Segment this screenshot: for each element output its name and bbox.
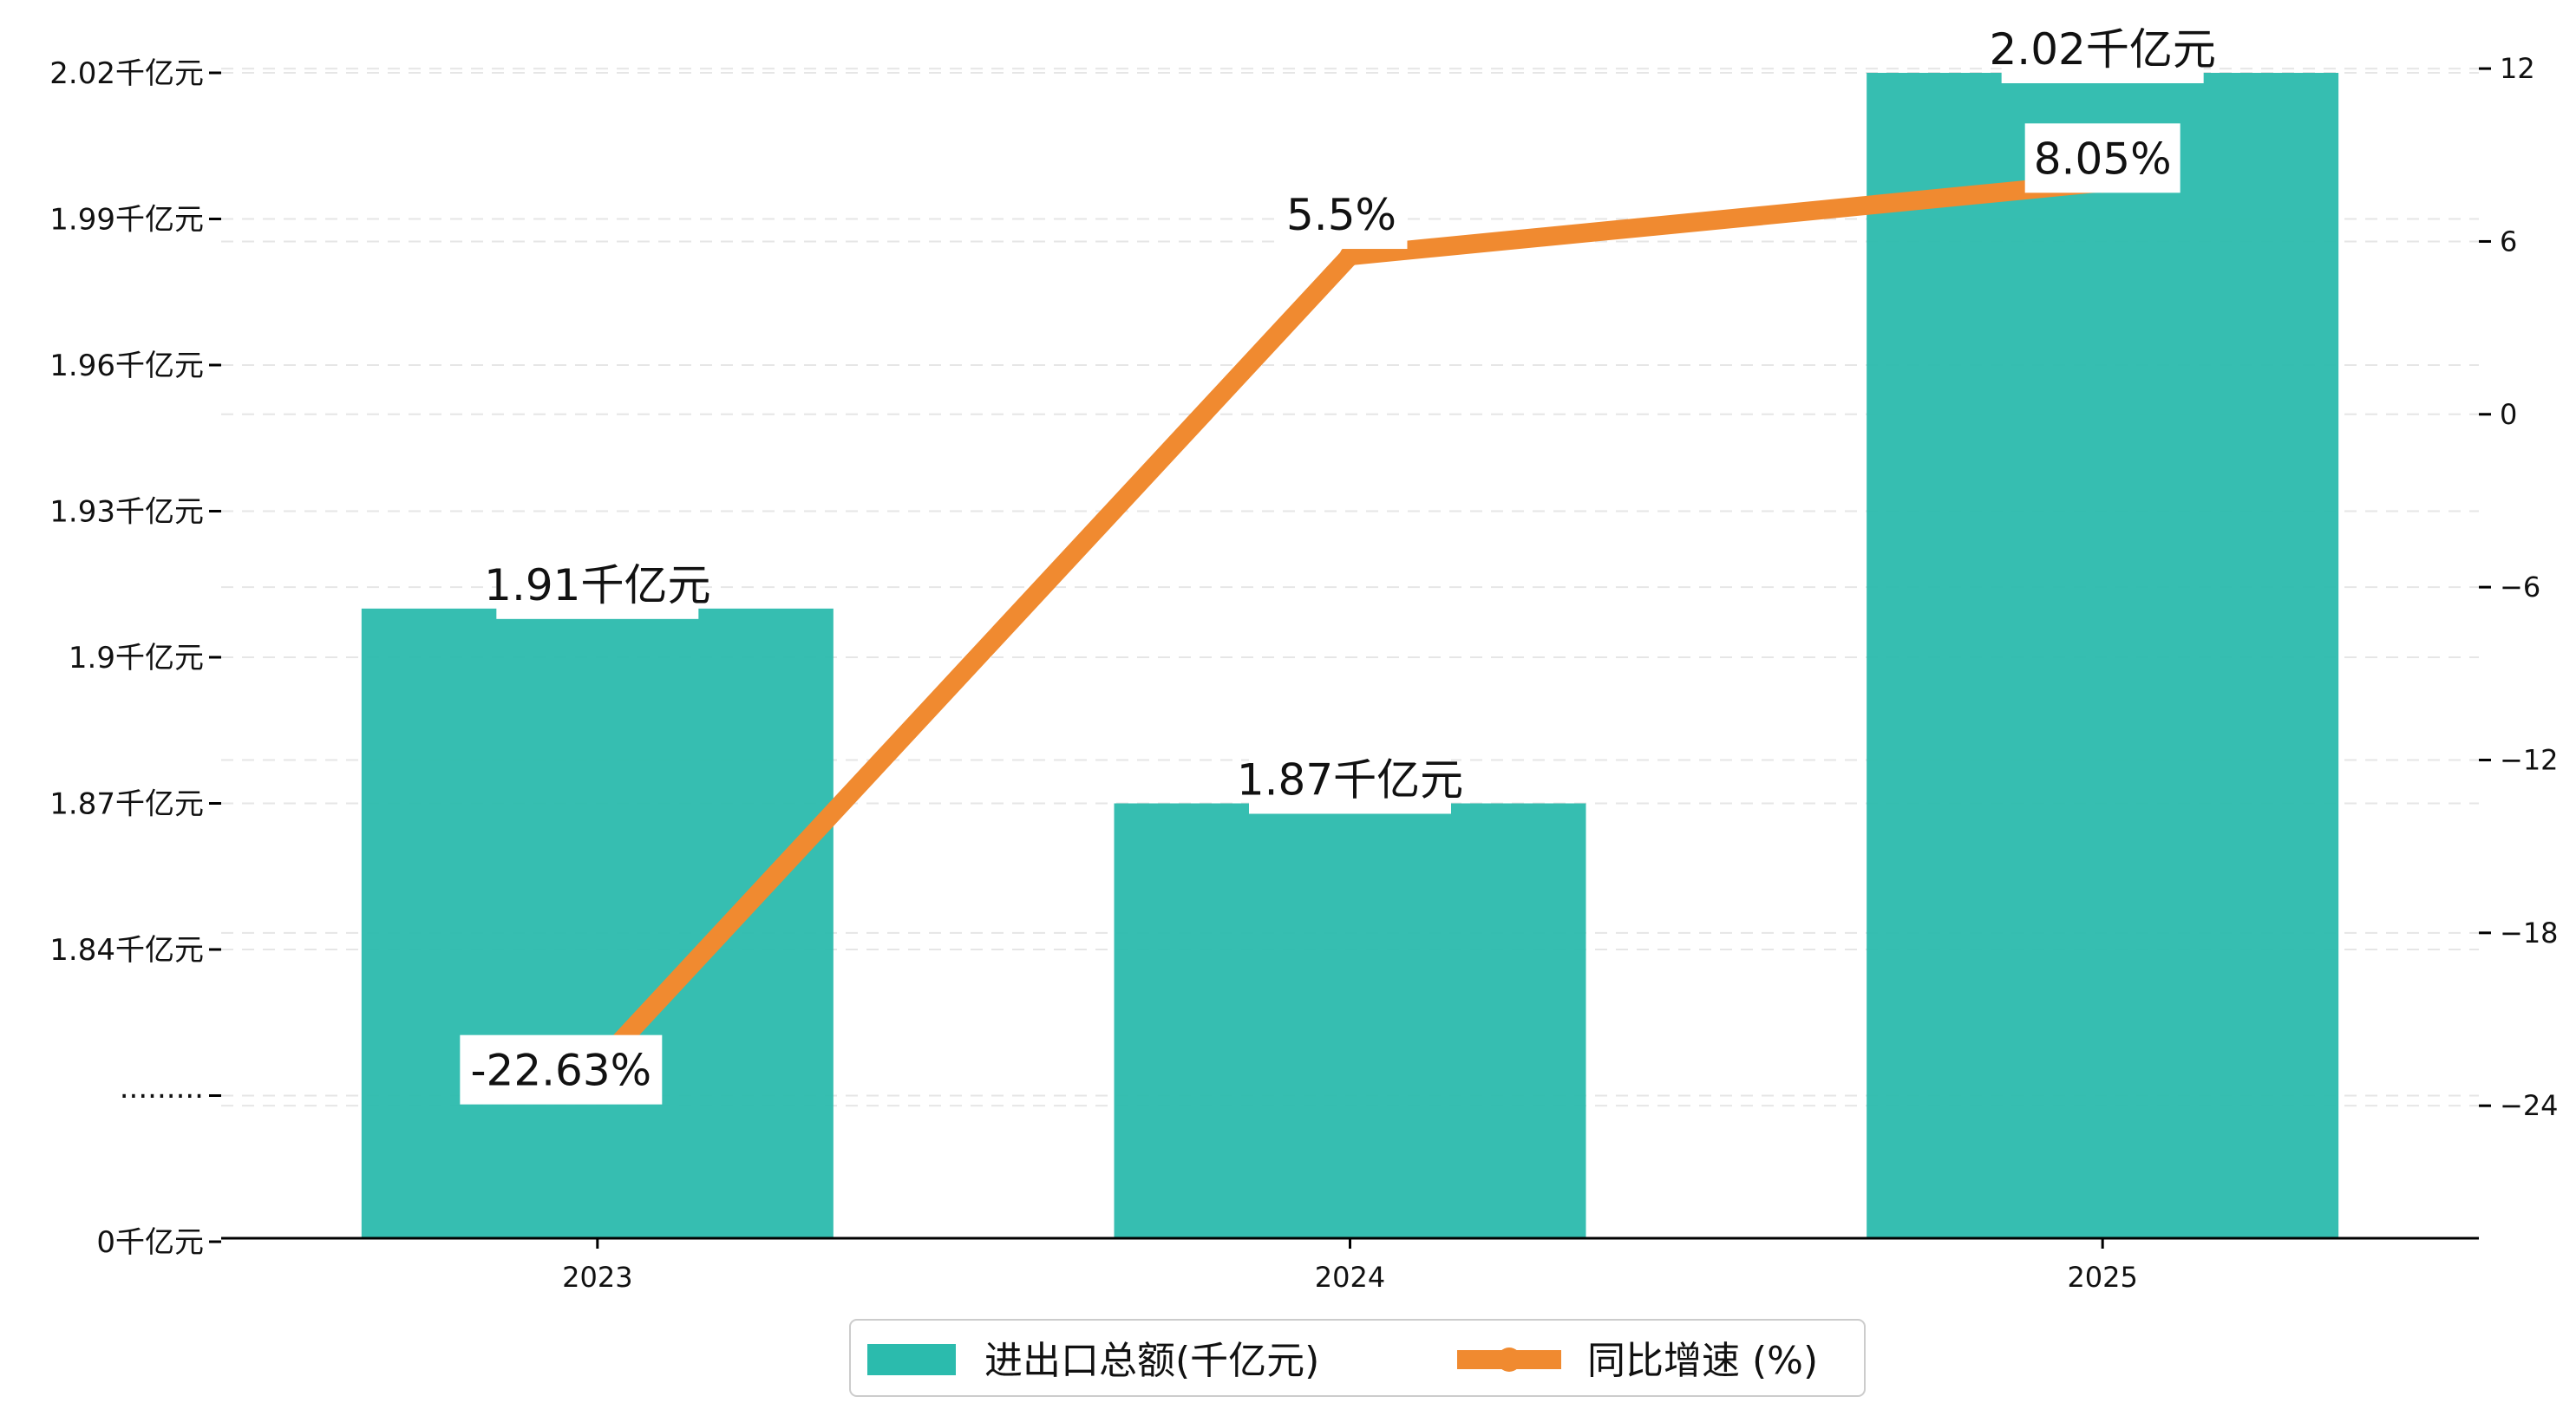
y-left-tick-label: 1.99千亿元	[49, 203, 204, 238]
data-label-text: 5.5%	[1286, 190, 1396, 240]
y-left-tick-label: 0千亿元	[96, 1225, 204, 1260]
y-right-tick-label: 6	[2500, 225, 2517, 258]
bar[interactable]	[361, 608, 834, 1238]
bar-value-label: 1.87千亿元	[1237, 744, 1463, 814]
y-left-tick-label: 2.02千亿元	[49, 56, 204, 91]
data-label-text: 2.02千亿元	[1990, 24, 2216, 75]
line-value-label: 8.05%	[2024, 123, 2180, 193]
data-label-text: 1.91千亿元	[484, 560, 710, 610]
bar-value-label: 2.02千亿元	[1990, 14, 2216, 83]
bar-value-label: 1.91千亿元	[484, 549, 710, 619]
data-label-box	[1275, 179, 1408, 250]
legend-label-line: 同比增速 (%)	[1587, 1339, 1818, 1383]
data-label-box	[496, 549, 699, 619]
y-right-tick-label: −6	[2500, 571, 2540, 604]
y-left-tick-label: 1.87千亿元	[49, 787, 204, 822]
data-label-box	[460, 1034, 663, 1105]
y-right-tick-label: 0	[2500, 398, 2517, 431]
x-tick-label: 2023	[562, 1261, 632, 1294]
legend-frame	[849, 1319, 1866, 1397]
data-label-text: 8.05%	[2034, 134, 2172, 184]
x-tick-label: 2025	[2067, 1261, 2137, 1294]
axes: 2.02千亿元 1.99千亿元 1.96千亿元 1.93千亿元 1.9千亿元 1.87千亿…	[49, 52, 2558, 1294]
line-value-label: -22.63%	[460, 1034, 663, 1105]
line-value-label: 5.5%	[1275, 179, 1408, 250]
line-point[interactable]	[1339, 245, 1361, 267]
bar[interactable]	[1114, 803, 1586, 1239]
legend-swatch-marker	[1497, 1347, 1521, 1372]
data-labels: 1.91千亿元 1.87千亿元 2.02千亿元 -22.63% 5.5% 8.05%	[460, 14, 2216, 1105]
bar[interactable]	[1867, 73, 2339, 1238]
y-left-tick-label: 1.84千亿元	[49, 933, 204, 968]
bar-series	[361, 73, 2339, 1239]
data-label-box	[2001, 14, 2204, 83]
legend-label-bar: 进出口总额(千亿元)	[984, 1339, 1319, 1383]
data-label-box	[1249, 744, 1451, 814]
y-right-tick-label: −12	[2500, 743, 2559, 776]
x-tick-label: 2024	[1315, 1261, 1385, 1294]
data-label-text: -22.63%	[470, 1046, 651, 1096]
y-right-tick-label: −24	[2500, 1089, 2559, 1122]
y-left-tick-label: ·········	[120, 1080, 204, 1114]
y-left-tick-label: 1.93千亿元	[49, 495, 204, 530]
y-right-tick-label: −18	[2500, 917, 2559, 949]
legend[interactable]: 进出口总额(千亿元) 同比增速 (%)	[849, 1319, 1866, 1397]
y-left-tick-label: 1.9千亿元	[69, 641, 204, 675]
legend-swatch-bar	[867, 1344, 956, 1375]
data-label-text: 1.87千亿元	[1237, 755, 1463, 806]
y-left-tick-label: 1.96千亿元	[49, 349, 204, 383]
y-right-tick-label: 12	[2500, 52, 2535, 85]
data-label-box	[2024, 123, 2180, 193]
